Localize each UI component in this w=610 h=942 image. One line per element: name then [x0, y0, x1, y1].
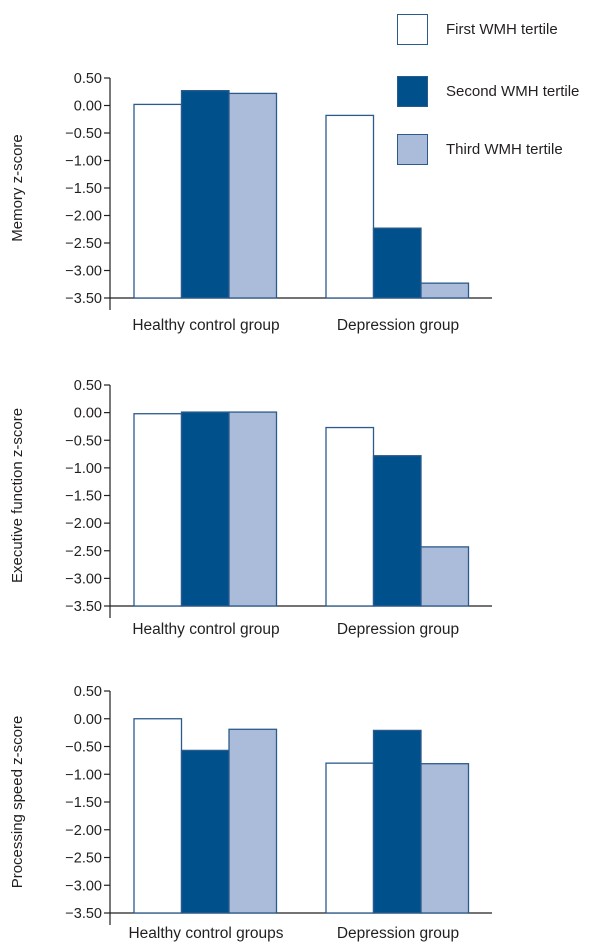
bar: [420, 546, 470, 607]
y-axis-label: Executive function z-score: [9, 408, 26, 583]
bar: [372, 729, 422, 914]
category-label: Healthy control group: [132, 621, 279, 638]
bar: [372, 227, 422, 299]
bar: [228, 411, 278, 607]
legend-label-second: Second WMH tertile: [446, 83, 580, 100]
y-tick-label: 0.00: [74, 99, 102, 115]
bar: [133, 718, 183, 914]
y-tick-label: −2.50: [65, 851, 102, 867]
bar: [228, 92, 278, 299]
bar: [133, 103, 183, 299]
y-tick-label: −2.50: [65, 544, 102, 560]
y-tick-label: 0.50: [74, 684, 102, 700]
category-label: Depression group: [337, 621, 459, 638]
y-tick-label: −0.50: [65, 433, 102, 449]
legend-label-first: First WMH tertile: [446, 21, 558, 38]
y-axis-label: Memory z-score: [9, 134, 26, 242]
y-tick-label: −0.50: [65, 126, 102, 142]
y-tick-label: −3.50: [65, 291, 102, 307]
y-tick-label: 0.50: [74, 71, 102, 87]
legend-item-second: Second WMH tertile: [397, 76, 607, 110]
bar: [420, 282, 470, 299]
legend-swatch-third: [397, 134, 428, 165]
bar: [228, 728, 278, 914]
y-tick-label: 0.50: [74, 378, 102, 394]
bar: [372, 455, 422, 607]
category-label: Depression group: [337, 317, 459, 334]
bar: [180, 411, 230, 607]
legend-swatch-first: [397, 14, 428, 45]
bar: [133, 413, 183, 607]
y-axis-label: Processing speed z-score: [9, 716, 26, 889]
bar: [180, 90, 230, 299]
bar: [325, 426, 375, 607]
y-tick-label: −2.00: [65, 209, 102, 225]
y-tick-label: −0.50: [65, 740, 102, 756]
y-tick-label: −1.50: [65, 181, 102, 197]
y-tick-label: −3.00: [65, 571, 102, 587]
legend-swatch-second: [397, 76, 428, 107]
legend-item-third: Third WMH tertile: [397, 134, 607, 168]
y-tick-label: −2.50: [65, 236, 102, 252]
y-tick-label: 0.00: [74, 712, 102, 728]
category-label: Healthy control group: [132, 317, 279, 334]
y-tick-label: −3.50: [65, 906, 102, 922]
bar: [325, 114, 375, 299]
y-tick-label: −2.00: [65, 516, 102, 532]
y-tick-label: −2.00: [65, 823, 102, 839]
y-tick-label: −3.50: [65, 599, 102, 615]
bar: [180, 749, 230, 914]
y-tick-label: −1.00: [65, 154, 102, 170]
bar: [420, 763, 470, 914]
y-tick-label: −1.50: [65, 795, 102, 811]
legend-label-third: Third WMH tertile: [446, 141, 563, 158]
bar: [325, 762, 375, 914]
legend-item-first: First WMH tertile: [397, 14, 607, 48]
category-label: Healthy control groups: [128, 925, 283, 942]
y-tick-label: −1.00: [65, 767, 102, 783]
y-tick-label: −1.50: [65, 489, 102, 505]
y-tick-label: 0.00: [74, 406, 102, 422]
y-tick-label: −1.00: [65, 461, 102, 477]
y-tick-label: −3.00: [65, 264, 102, 280]
y-tick-label: −3.00: [65, 878, 102, 894]
category-label: Depression group: [337, 925, 459, 942]
